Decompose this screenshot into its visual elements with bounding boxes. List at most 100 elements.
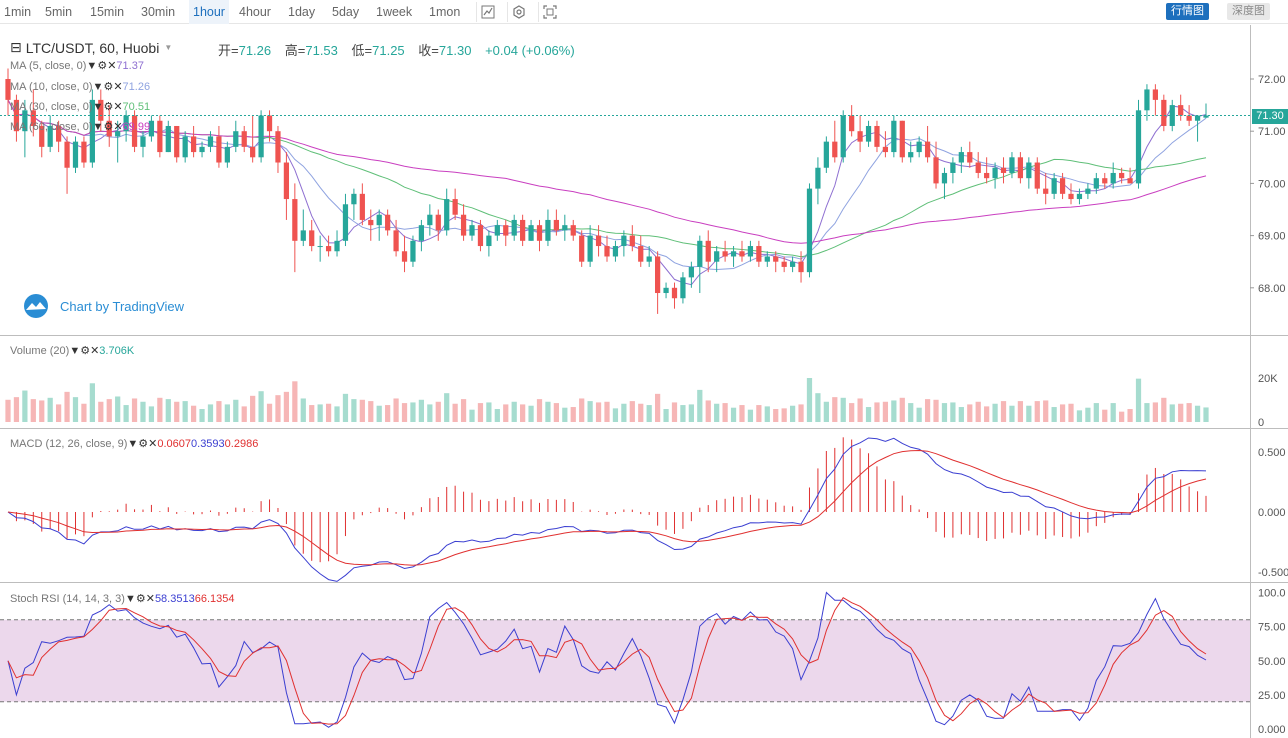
stoch-axis-label: 50.00 — [1258, 656, 1286, 668]
candle-body — [832, 141, 838, 158]
volume-bar — [857, 398, 863, 422]
candle-body — [317, 246, 323, 248]
depth-view-button[interactable]: 深度图 — [1227, 3, 1270, 20]
close-icon[interactable]: ✕ — [148, 438, 158, 450]
timeframe-1min[interactable]: 1min — [4, 5, 32, 19]
volume-bar — [1026, 405, 1032, 422]
ma-value: 69.99 — [122, 120, 151, 133]
volume-bar — [1144, 403, 1150, 422]
volume-bar — [688, 404, 694, 422]
volume-bar — [840, 397, 846, 422]
volume-bar — [1043, 400, 1049, 422]
settings-icon[interactable]: ⚙ — [80, 345, 91, 357]
settings-icon[interactable]: ⚙ — [103, 121, 114, 133]
candle-body — [865, 125, 872, 142]
indicator-settings-icon[interactable] — [507, 2, 529, 22]
timeframe-15min[interactable]: 15min — [90, 5, 125, 19]
volume-bar — [190, 405, 197, 422]
volume-bar — [334, 406, 340, 422]
settings-icon[interactable]: ⚙ — [135, 593, 146, 605]
volume-bar — [730, 407, 737, 422]
candle-body — [933, 157, 939, 184]
volume-bar — [207, 404, 214, 422]
volume-bar — [393, 398, 399, 422]
settings-icon[interactable]: ⚙ — [103, 81, 114, 93]
volume-bar — [1085, 407, 1091, 422]
volume-bar — [115, 396, 121, 422]
volume-bar — [941, 403, 948, 422]
candle-body — [98, 99, 104, 121]
volume-bar — [823, 401, 829, 422]
chevron-down-icon[interactable]: ▼ — [124, 592, 136, 605]
candle-body — [612, 246, 619, 257]
candle-body — [148, 120, 155, 137]
chevron-down-icon[interactable]: ▼ — [92, 80, 104, 93]
close-value: 71.30 — [438, 43, 472, 58]
tradingview-logo[interactable]: Chart by TradingView — [20, 294, 184, 318]
chevron-down-icon[interactable]: ▼ — [69, 344, 81, 357]
price-axis-label: 72.00 — [1258, 74, 1286, 86]
macd-line — [7, 437, 1207, 582]
chevron-down-icon[interactable]: ▼ — [92, 100, 104, 113]
volume-bar — [233, 399, 239, 422]
candle-body — [1152, 89, 1158, 100]
candle-body — [1135, 110, 1142, 184]
timeframe-1week[interactable]: 1week — [376, 5, 413, 19]
volume-bar — [595, 402, 602, 422]
candle-body — [64, 141, 70, 168]
collapse-icon[interactable]: ⊟ — [10, 39, 22, 55]
candle-body — [562, 225, 568, 231]
candle-body — [553, 219, 559, 231]
candle-body — [207, 136, 214, 147]
candle-body — [604, 246, 610, 257]
volume-bar — [123, 405, 129, 422]
fullscreen-icon[interactable] — [538, 2, 560, 22]
volume-label: Volume (20) — [10, 344, 70, 357]
timeframe-1day[interactable]: 1day — [288, 5, 316, 19]
timeframe-5day[interactable]: 5day — [332, 5, 360, 19]
chevron-down-icon[interactable]: ▼ — [86, 59, 98, 72]
candle-style-icon[interactable] — [476, 2, 498, 22]
volume-bar — [891, 400, 897, 422]
timeframe-4hour[interactable]: 4hour — [239, 5, 271, 19]
settings-icon[interactable]: ⚙ — [97, 60, 108, 72]
ma-value: 70.51 — [122, 100, 151, 113]
chevron-down-icon[interactable]: ▼ — [92, 120, 104, 133]
settings-icon[interactable]: ⚙ — [103, 101, 114, 113]
close-icon[interactable]: ✕ — [107, 60, 117, 72]
candle-body — [638, 246, 644, 262]
timeframe-1mon[interactable]: 1mon — [429, 5, 461, 19]
candle-view-button[interactable]: 行情图 — [1166, 3, 1209, 20]
close-icon[interactable]: ✕ — [113, 101, 123, 113]
close-icon[interactable]: ✕ — [90, 345, 100, 357]
candle-body — [1059, 178, 1066, 194]
timeframe-5min[interactable]: 5min — [45, 5, 73, 19]
candle-body — [1161, 99, 1167, 126]
timeframe-1hour[interactable]: 1hour — [189, 0, 229, 24]
candle-body — [840, 115, 846, 158]
close-icon[interactable]: ✕ — [145, 593, 155, 605]
candle-body — [992, 167, 998, 179]
candle-body — [174, 125, 180, 158]
candle-body — [764, 256, 770, 262]
volume-bar — [140, 401, 146, 422]
volume-bar — [477, 403, 484, 422]
chevron-down-icon[interactable]: ▼ — [164, 43, 173, 52]
settings-icon[interactable]: ⚙ — [138, 438, 149, 450]
candle-body — [182, 136, 188, 158]
candle-body — [30, 110, 36, 126]
chart-canvas[interactable]: 72.00 71.00 70.00 69.00 68.00 20K 0 0.500 0.000 -… — [0, 25, 1288, 738]
volume-bar — [216, 401, 222, 422]
macd-signal-value: 0.2986 — [224, 437, 259, 450]
volume-bar — [342, 393, 349, 422]
close-icon[interactable]: ✕ — [113, 81, 123, 93]
candle-body — [89, 99, 95, 163]
close-icon[interactable]: ✕ — [113, 121, 123, 133]
candle-body — [688, 266, 694, 278]
volume-bar — [131, 398, 138, 422]
candle-body — [798, 261, 804, 273]
timeframe-30min[interactable]: 30min — [141, 5, 176, 19]
chevron-down-icon[interactable]: ▼ — [127, 437, 139, 450]
candle-body — [899, 120, 905, 158]
volume-bar — [1135, 378, 1142, 422]
